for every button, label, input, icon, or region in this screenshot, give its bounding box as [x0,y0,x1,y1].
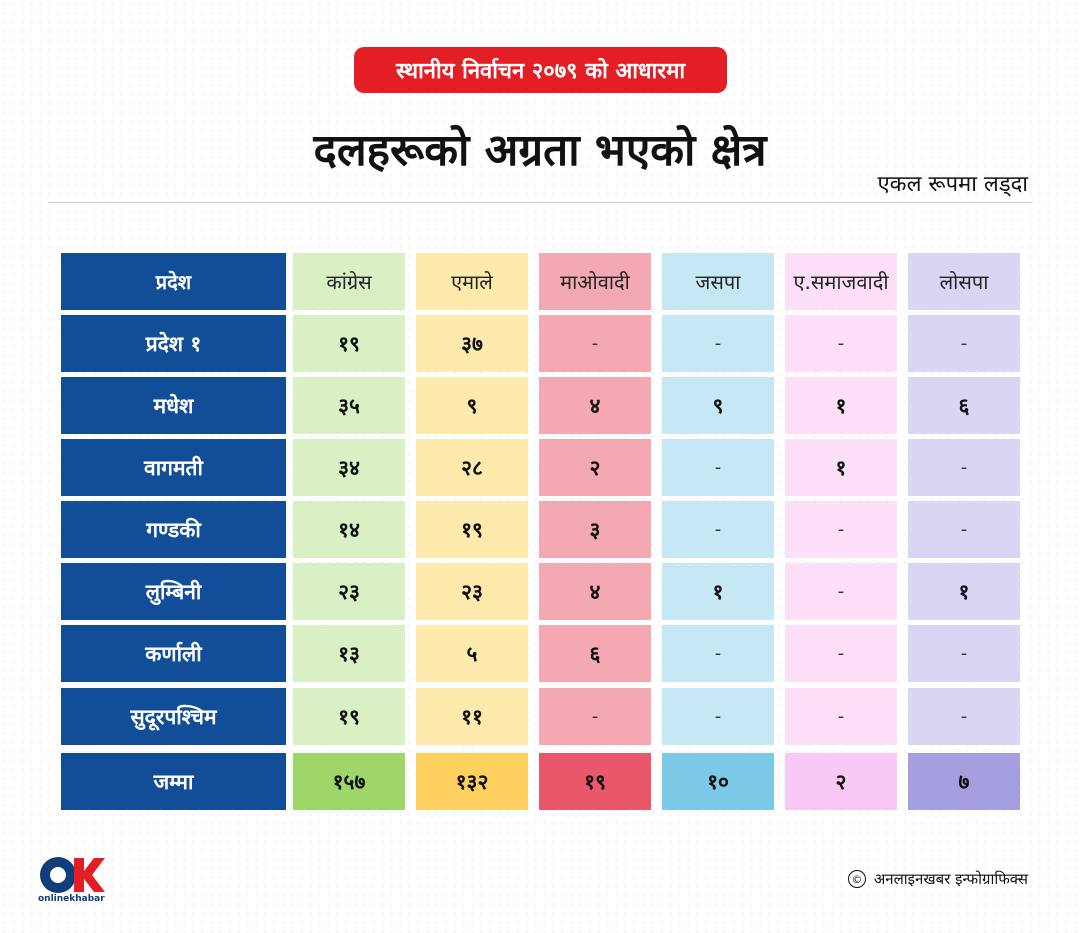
cell-uml: ३७ [416,315,528,372]
cell-maoist: ६ [539,625,651,682]
cell-province: मधेश [61,377,286,434]
source-badge: स्थानीय निर्वाचन २०७९ को आधारमा [354,47,727,93]
cell-province: सुदूरपश्चिम [61,688,286,745]
header-lospa: लोसपा [908,253,1020,310]
logo-text: onlinekhabar [38,894,105,904]
credit: © अनलाइनखबर इन्फोग्राफिक्स [847,869,1028,889]
cell-uml: १९ [416,501,528,558]
cell-samajwadi: - [785,688,897,745]
cell-congress: १३ [293,625,405,682]
cell-uml: २३ [416,563,528,620]
cell-jaspa: - [662,688,774,745]
total-lospa: ७ [908,753,1020,810]
cell-maoist: - [539,315,651,372]
cell-maoist: २ [539,439,651,496]
header-uml: एमाले [416,253,528,310]
cell-jaspa: - [662,439,774,496]
total-jaspa: १० [662,753,774,810]
cell-uml: ९ [416,377,528,434]
cell-maoist: - [539,688,651,745]
cell-province: कर्णाली [61,625,286,682]
total-uml: १३२ [416,753,528,810]
cell-samajwadi: १ [785,377,897,434]
cell-congress: १९ [293,688,405,745]
cell-lospa: ६ [908,377,1020,434]
subtitle: एकल रूपमा लड्दा [877,172,1028,197]
total-province: जम्मा [61,753,286,810]
cell-maoist: ३ [539,501,651,558]
header-jaspa: जसपा [662,253,774,310]
header-congress: कांग्रेस [293,253,405,310]
cell-jaspa: १ [662,563,774,620]
cell-lospa: १ [908,563,1020,620]
cell-congress: ३४ [293,439,405,496]
cell-samajwadi: १ [785,439,897,496]
cell-province: वागमती [61,439,286,496]
cell-jaspa: ९ [662,377,774,434]
cell-congress: ३५ [293,377,405,434]
cell-congress: १९ [293,315,405,372]
cell-jaspa: - [662,501,774,558]
cell-province: गण्डकी [61,501,286,558]
cell-province: प्रदेश १ [61,315,286,372]
cell-lospa: - [908,688,1020,745]
cell-samajwadi: - [785,501,897,558]
onlinekhabar-logo-icon [40,857,105,893]
total-congress: १५७ [293,753,405,810]
page-title: दलहरूको अग्रता भएको क्षेत्र [313,125,767,176]
total-samajwadi: २ [785,753,897,810]
cell-uml: ५ [416,625,528,682]
cell-lospa: - [908,315,1020,372]
cell-lospa: - [908,439,1020,496]
cell-jaspa: - [662,625,774,682]
cell-congress: १४ [293,501,405,558]
total-maoist: १९ [539,753,651,810]
cell-jaspa: - [662,315,774,372]
cell-congress: २३ [293,563,405,620]
cell-lospa: - [908,501,1020,558]
cell-province: लुम्बिनी [61,563,286,620]
header-samajwadi: ए.समाजवादी [785,253,897,310]
cell-samajwadi: - [785,315,897,372]
cell-maoist: ४ [539,563,651,620]
credit-text: अनलाइनखबर इन्फोग्राफिक्स [873,870,1028,888]
cell-uml: ११ [416,688,528,745]
cell-samajwadi: - [785,625,897,682]
copyright-icon: © [847,870,866,888]
cell-lospa: - [908,625,1020,682]
cell-maoist: ४ [539,377,651,434]
cell-uml: २८ [416,439,528,496]
header-province: प्रदेश [61,253,286,310]
header-maoist: माओवादी [539,253,651,310]
divider [48,202,1033,203]
cell-samajwadi: - [785,563,897,620]
